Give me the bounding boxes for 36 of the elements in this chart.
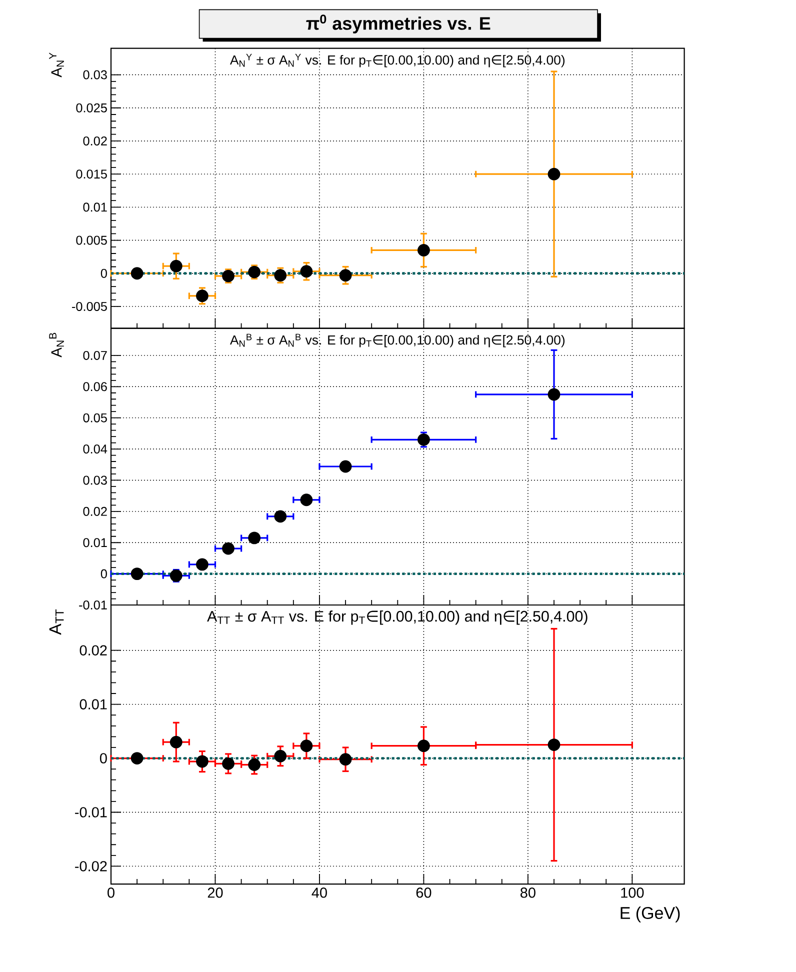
y-tick-label: 0 bbox=[100, 753, 107, 764]
y-axis-title: A$_{N}$Y bbox=[49, 52, 64, 78]
y-tick-label: -0.01 bbox=[75, 807, 107, 818]
y-tick-label: 0 bbox=[100, 268, 107, 278]
y-tick-label: 0.04 bbox=[83, 444, 108, 454]
text: A$_{N}$$^{B}$ ± σ A$_{N}$$^{B}$ vs. E for p$_{T}$∈[0.00,10.00) and η∈[2.50,4.00) bbox=[230, 334, 565, 348]
x-tick-label: 0 bbox=[108, 888, 114, 898]
y-tick-label: 0.03 bbox=[83, 70, 107, 80]
x-tick-label: 20 bbox=[208, 888, 223, 898]
y-tick-label: 0.01 bbox=[80, 699, 107, 710]
chart-title: π$^{0}$ asymmetries vs. E bbox=[306, 14, 490, 34]
y-tick-label: 0.02 bbox=[80, 645, 107, 656]
y-axis-title: A$_{N}$B bbox=[49, 332, 64, 358]
x-tick-label: 100 bbox=[621, 888, 644, 898]
x-axis-title: E (GeV) bbox=[620, 906, 680, 922]
y-tick-label: 0.02 bbox=[83, 506, 107, 516]
y-tick-label: 0.07 bbox=[83, 350, 107, 360]
y-tick-label: 0.025 bbox=[76, 103, 107, 112]
y-tick-label: -0.02 bbox=[75, 861, 107, 872]
y-tick-label: 0.02 bbox=[83, 136, 107, 146]
x-tick-label: 40 bbox=[312, 888, 327, 898]
y-tick-label: 0.01 bbox=[83, 538, 107, 548]
x-tick-label: 60 bbox=[416, 888, 432, 898]
y-tick-label: 0.005 bbox=[76, 236, 107, 245]
y-tick-label: 0.015 bbox=[76, 170, 107, 179]
y-tick-label: 0.01 bbox=[83, 202, 107, 212]
y-tick-label: -0.01 bbox=[79, 600, 107, 610]
y-axis-title: A$_{TT}$ bbox=[49, 609, 64, 635]
y-tick-label: 0.05 bbox=[83, 413, 107, 422]
x-tick-label: 80 bbox=[520, 888, 536, 898]
y-tick-label: -0.005 bbox=[72, 302, 107, 311]
y-tick-label: 0.06 bbox=[83, 382, 107, 392]
y-tick-label: 0 bbox=[100, 569, 107, 578]
text: A$_{N}$$^{Y}$ ± σ A$_{N}$$^{Y}$ vs. E for p$_{T}$∈[0.00,10.00) and η∈[2.50,4.00) bbox=[230, 54, 565, 68]
chart-subtitle: A$_{TT}$ ± σ A$_{TT}$ vs. E for p$_{T}$∈[0.00,10.00) and η∈[2.50,4.00) bbox=[207, 610, 588, 625]
y-tick-label: 0.03 bbox=[83, 476, 107, 485]
